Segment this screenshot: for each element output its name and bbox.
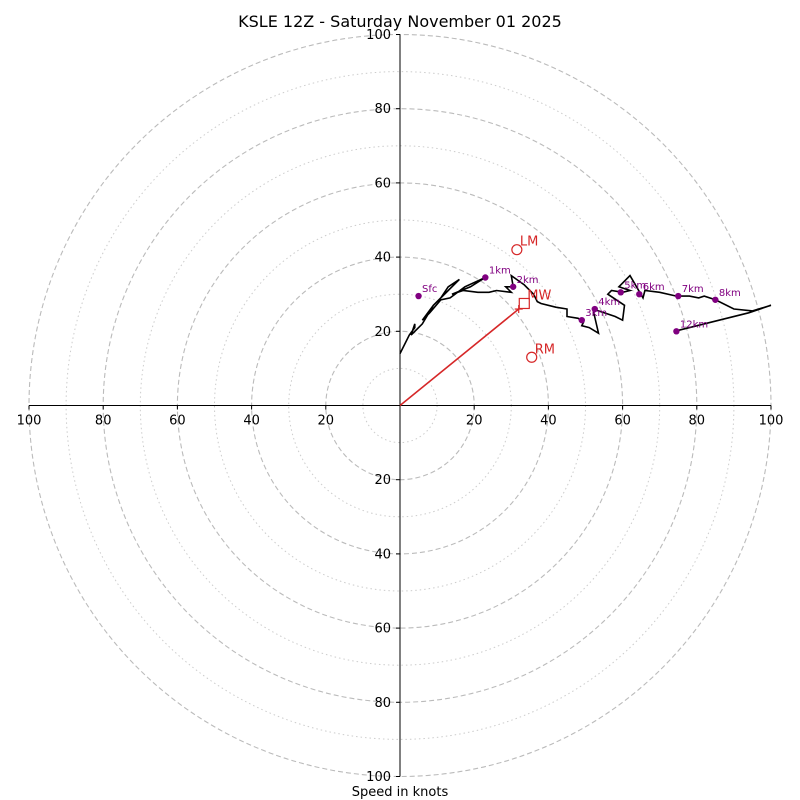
x-tick-label: 40 (243, 414, 260, 429)
height-marker-point (636, 291, 643, 298)
y-tick-label: 40 (374, 547, 391, 562)
height-marker-point (617, 289, 624, 296)
height-marker-point (675, 292, 682, 300)
height-marker-label: 4km (598, 297, 620, 308)
x-axis-label: Speed in knots (352, 785, 449, 800)
y-tick-label: 80 (374, 696, 391, 711)
y-tick-label: 60 (374, 622, 391, 637)
height-marker-label: 8km (719, 288, 741, 299)
storm-motion-label: RM (535, 342, 555, 357)
height-marker-point (482, 274, 489, 281)
y-tick-label: 60 (374, 176, 391, 191)
height-marker-point (415, 292, 422, 300)
y-tick-label: 80 (374, 102, 391, 117)
chart-title: KSLE 12Z - Saturday November 01 2025 (238, 12, 562, 31)
height-marker-label: 6km (643, 282, 665, 293)
height-marker-label: 2km (517, 275, 539, 286)
height-marker-label: 1km (489, 266, 511, 277)
storm-motion-vector (399, 305, 523, 407)
storm-motion-marker (511, 244, 523, 256)
height-marker-label: 12km (680, 319, 708, 330)
x-tick-label: 100 (759, 414, 784, 429)
x-tick-label: 20 (318, 414, 335, 429)
height-marker-label: 5km (624, 280, 646, 291)
height-marker-point (673, 328, 680, 335)
wind-trace (399, 273, 772, 354)
height-marker-point (712, 296, 719, 303)
height-marker-point (509, 283, 517, 290)
x-tick-label: 40 (540, 414, 557, 429)
tick-marks (28, 34, 772, 777)
storm-motion-line (399, 308, 520, 407)
x-tick-label: 60 (169, 414, 186, 429)
height-marker-label: 3km (585, 308, 607, 319)
y-tick-label: 40 (374, 251, 391, 266)
y-tick-label: 100 (366, 28, 391, 43)
storm-motion-marker (526, 351, 538, 363)
height-marker-label: 7km (682, 284, 704, 295)
mean-wind-marker (518, 297, 530, 310)
y-tick-label: 20 (374, 325, 391, 340)
hodograph-trace-line (399, 273, 772, 354)
storm-motion-label: LM (520, 235, 538, 250)
height-marker-label: Sfc (422, 284, 437, 295)
x-tick-label: 80 (689, 414, 706, 429)
height-marker-point (578, 316, 585, 324)
y-tick-label: 20 (374, 473, 391, 488)
x-tick-label: 100 (17, 414, 42, 429)
tick-labels: 100 80 60 40 20 20 40 60 80 100 100 80 60 40 20 20 40 60 8… (17, 28, 784, 785)
x-tick-label: 60 (614, 414, 631, 429)
height-marker-point (591, 305, 598, 313)
x-tick-label: 80 (95, 414, 112, 429)
storm-motion-points: LM MW RM (511, 235, 555, 363)
x-tick-label: 20 (466, 414, 483, 429)
y-tick-label: 100 (366, 770, 391, 785)
storm-motion-label: MW (527, 288, 551, 303)
